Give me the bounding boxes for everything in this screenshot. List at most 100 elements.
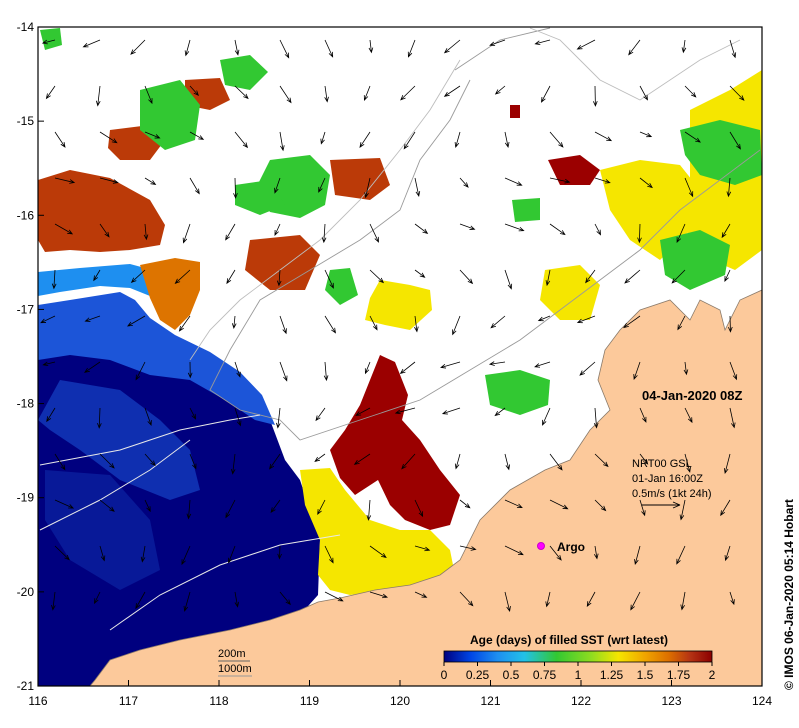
y-tick-label: -14 — [17, 20, 35, 34]
current-arrow — [585, 269, 596, 284]
current-arrow — [144, 499, 151, 513]
current-arrow — [234, 85, 249, 100]
current-arrow — [723, 453, 731, 475]
current-arrow — [726, 177, 732, 198]
current-arrow — [729, 361, 738, 381]
current-arrow — [364, 361, 371, 375]
current-arrow — [441, 407, 461, 415]
current-arrow — [227, 545, 236, 564]
current-arrow — [54, 223, 74, 235]
current-arrow — [594, 499, 607, 512]
current-arrow — [639, 407, 647, 423]
current-arrow — [623, 315, 641, 329]
x-tick-label: 122 — [571, 694, 591, 708]
current-arrow — [225, 223, 236, 241]
current-arrow — [680, 591, 686, 611]
current-arrow — [359, 131, 371, 148]
current-arrow — [314, 453, 326, 462]
current-arrow — [414, 499, 424, 518]
current-arrow — [728, 315, 733, 333]
current-arrow — [130, 269, 146, 284]
current-arrow — [721, 223, 731, 239]
current-arrow — [135, 361, 146, 381]
current-arrow — [277, 545, 282, 560]
current-arrow — [549, 177, 571, 184]
current-arrow — [54, 499, 75, 509]
current-arrow — [369, 269, 385, 284]
current-arrow — [443, 85, 461, 97]
current-arrow — [315, 407, 326, 422]
current-arrow — [363, 85, 371, 102]
current-arrow — [534, 361, 551, 368]
current-arrow — [400, 85, 416, 101]
current-arrow — [186, 499, 192, 520]
isobath-legend-a: 200m — [218, 648, 246, 660]
current-arrow — [54, 453, 66, 471]
current-arrow — [594, 131, 613, 142]
current-arrow — [135, 591, 146, 610]
current-arrow — [184, 39, 191, 57]
x-tick-label: 118 — [209, 694, 228, 708]
current-arrow — [276, 269, 282, 287]
current-arrow — [279, 85, 292, 104]
current-arrow — [189, 131, 205, 140]
x-tick-label: 119 — [300, 694, 319, 708]
current-arrow — [99, 177, 119, 184]
current-arrow — [586, 591, 596, 608]
current-arrow — [46, 407, 56, 423]
current-arrow — [95, 85, 101, 107]
current-arrow — [459, 269, 474, 285]
current-arrow — [549, 131, 564, 148]
current-arrow — [270, 499, 281, 514]
argo-float-marker[interactable] — [537, 542, 545, 550]
current-arrow — [454, 131, 461, 149]
current-arrow — [94, 591, 101, 605]
current-arrow — [144, 177, 157, 185]
isobath-1000m — [189, 27, 741, 361]
colorbar-tick-label: 1.5 — [637, 668, 654, 682]
current-arrow — [144, 407, 152, 427]
current-arrow — [414, 177, 421, 197]
current-arrow — [671, 269, 686, 284]
current-arrow — [594, 453, 609, 468]
colorbar-tick-label: 0.5 — [503, 668, 520, 682]
current-arrow — [45, 85, 56, 100]
current-arrow — [724, 269, 731, 282]
colorbar-tick-label: 1.25 — [600, 668, 624, 682]
y-tick-label: -19 — [17, 491, 35, 505]
current-arrow — [234, 361, 241, 378]
x-tick-label: 121 — [480, 694, 500, 708]
current-arrow — [628, 39, 641, 56]
current-arrow — [231, 315, 237, 330]
current-arrow — [454, 453, 461, 470]
current-arrow — [279, 39, 290, 59]
current-arrow — [593, 407, 599, 429]
current-arrow — [504, 591, 511, 613]
current-arrow — [634, 545, 641, 566]
current-arrow — [414, 269, 426, 278]
current-arrow — [174, 269, 191, 285]
current-arrow — [183, 591, 191, 612]
current-arrow — [594, 177, 611, 184]
current-arrow — [414, 545, 431, 552]
current-arrow — [489, 39, 506, 46]
current-arrow — [637, 223, 642, 244]
current-arrow — [93, 269, 101, 282]
current-arrow — [279, 591, 291, 606]
current-arrow — [276, 407, 281, 429]
current-arrow — [143, 223, 149, 241]
colorbar-tick-label: 0.75 — [533, 668, 557, 682]
current-arrow — [368, 39, 374, 54]
current-arrow — [459, 545, 477, 551]
y-tick-label: -17 — [17, 302, 35, 316]
current-arrow — [82, 39, 101, 48]
current-arrow — [443, 39, 461, 54]
current-arrow — [534, 39, 551, 45]
current-arrow — [729, 591, 735, 606]
current-arrow — [318, 177, 326, 193]
current-arrow — [84, 361, 101, 373]
current-arrow — [504, 131, 510, 148]
current-arrow — [189, 177, 200, 195]
current-arrow — [181, 545, 191, 566]
